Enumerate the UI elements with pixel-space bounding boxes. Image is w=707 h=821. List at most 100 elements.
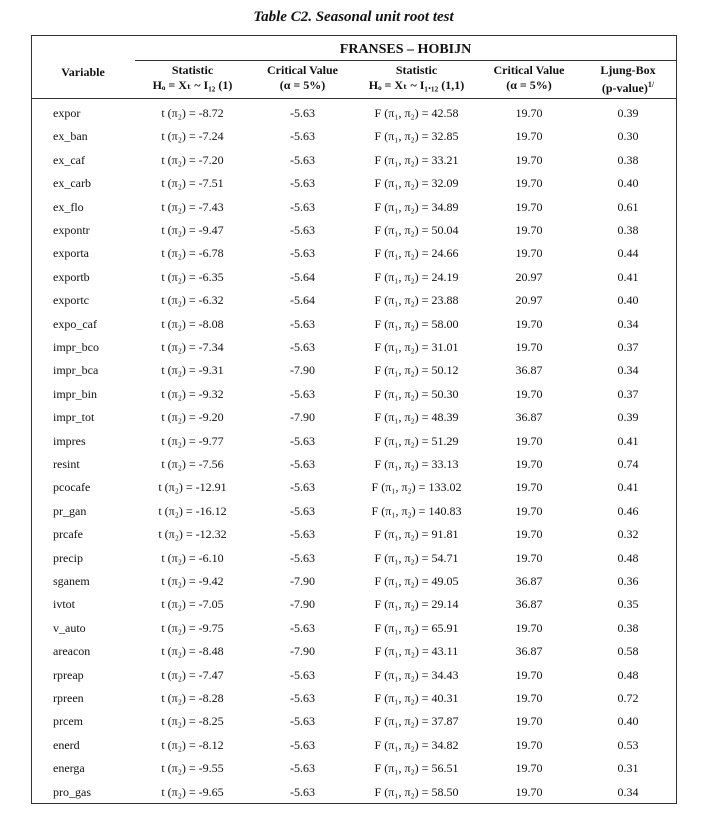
value-cell: 36.87 [515,363,543,378]
table-title: Table C2. Seasonal unit root test [253,9,454,25]
value-cell: F (π₁, π₂) = 54.71 [374,550,459,565]
value-cell: -5.63 [290,761,315,776]
variable-cell: exportc [53,293,89,308]
value-cell: t (π₂) = -7.20 [161,152,224,167]
value-cell: t (π₂) = -9.42 [161,574,224,588]
value-cell: t (π₂) = -7.43 [161,199,224,214]
value-cell: 19.70 [515,527,543,542]
column-header: Critical Value [267,63,338,77]
variable-cell: impr_bin [53,386,97,401]
value-cell: 19.70 [515,199,543,214]
value-cell: 0.40 [617,293,639,308]
value-cell: F (π₁, π₂) = 133.02 [371,480,462,495]
value-cell: t (π₂) = -7.34 [161,340,224,354]
value-cell: F (π₁, π₂) = 42.58 [374,106,459,120]
value-cell: 0.34 [617,363,639,378]
footnote-marker: 1/ [647,80,655,89]
value-cell: t (π₂) = -12.32 [158,527,227,542]
variable-cell: resint [53,457,80,471]
value-cell: F (π₁, π₂) = 58.50 [374,784,459,799]
variable-cell: ex_caf [53,152,85,167]
variable-cell: rpreap [53,667,84,682]
column-header: (p-value)1/ [601,80,655,95]
value-cell: 36.87 [515,410,543,425]
value-cell: F (π₁, π₂) = 37.87 [374,714,459,729]
value-cell: t (π₂) = -8.72 [161,106,224,120]
value-cell: F (π₁, π₂) = 34.43 [374,667,459,682]
variable-cell: exporta [53,246,89,261]
column-header: Statistic [171,63,214,77]
value-cell: F (π₁, π₂) = 49.05 [374,574,459,588]
variable-cell: prcafe [53,527,83,542]
value-cell: t (π₂) = -6.78 [161,246,224,261]
value-cell: -5.63 [290,223,315,237]
value-cell: t (π₂) = -9.31 [161,363,224,378]
value-cell: -5.63 [290,667,315,682]
variable-cell: ex_ban [53,129,88,144]
variable-cell: expo_caf [53,316,97,331]
value-cell: t (π₂) = -7.24 [161,129,224,144]
value-cell: 0.40 [617,714,639,729]
value-cell: F (π₁, π₂) = 24.19 [374,269,459,284]
value-cell: 36.87 [515,574,543,588]
value-cell: -5.63 [290,129,315,144]
value-cell: 19.70 [515,737,543,752]
value-cell: 20.97 [515,269,543,284]
value-cell: 0.38 [617,152,639,167]
value-cell: 19.70 [515,129,543,144]
value-cell: t (π₂) = -9.55 [161,761,224,776]
value-cell: F (π₁, π₂) = 34.89 [374,199,459,214]
value-cell: t (π₂) = -7.51 [161,176,224,191]
value-cell: -5.63 [290,527,315,542]
value-cell: -5.63 [290,176,315,191]
value-cell: 19.70 [515,480,543,495]
variable-cell: enerd [53,737,80,752]
value-cell: 36.87 [515,644,543,659]
variable-cell: pcocafe [53,480,91,495]
value-cell: t (π₂) = -7.47 [161,667,224,682]
value-cell: 19.70 [515,784,543,799]
value-cell: -5.63 [290,691,315,705]
value-cell: 0.46 [617,503,639,518]
variable-cell: rpreen [53,691,84,705]
value-cell: -5.63 [290,457,315,471]
value-cell: 0.48 [617,667,639,682]
value-cell: 19.70 [515,152,543,167]
value-cell: 0.61 [617,199,639,214]
value-cell: t (π₂) = -12.91 [158,480,227,495]
value-cell: -5.63 [290,152,315,167]
value-cell: 0.48 [617,550,639,565]
value-cell: 0.58 [617,644,639,659]
column-header: Hₒ = Xₜ ~ I₁.₁₂ (1,1) [368,78,465,92]
variable-cell: impr_tot [53,410,95,425]
value-cell: 0.35 [617,597,639,612]
value-cell: F (π₁, π₂) = 48.39 [374,410,459,425]
value-cell: 19.70 [515,223,543,237]
value-cell: 0.41 [617,480,639,495]
value-cell: F (π₁, π₂) = 33.21 [374,152,459,167]
value-cell: -7.90 [290,363,315,378]
group-header: FRANSES – HOBIJN [339,42,472,57]
value-cell: t (π₂) = -9.20 [161,410,224,425]
value-cell: 19.70 [515,106,543,120]
value-cell: t (π₂) = -8.25 [161,714,224,729]
value-cell: F (π₁, π₂) = 23.88 [374,293,459,308]
value-cell: 19.70 [515,457,543,471]
value-cell: t (π₂) = -6.35 [161,269,224,284]
value-cell: 0.39 [617,410,639,425]
value-cell: 0.37 [617,386,639,401]
value-cell: 0.40 [617,176,639,191]
value-cell: 0.41 [617,433,639,448]
value-cell: 0.36 [617,574,639,588]
value-cell: -5.63 [290,503,315,518]
column-header: Critical Value [493,63,565,77]
value-cell: -5.63 [290,714,315,729]
value-cell: 0.34 [617,784,639,799]
variable-cell: prcem [53,714,83,729]
value-cell: F (π₁, π₂) = 34.82 [374,737,459,752]
value-cell: -5.63 [290,784,315,799]
value-cell: 0.34 [617,316,639,331]
value-cell: 19.70 [515,761,543,776]
value-cell: -5.64 [290,269,315,284]
value-cell: F (π₁, π₂) = 43.11 [374,644,459,659]
